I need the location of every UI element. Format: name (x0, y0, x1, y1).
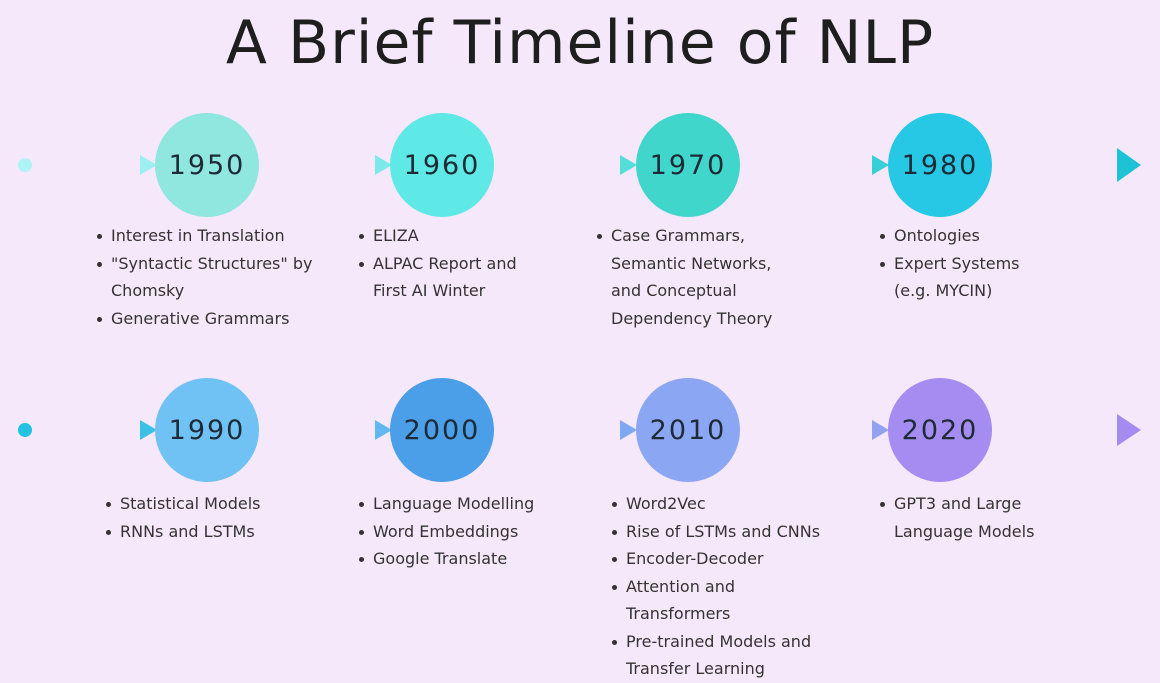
list-item: "Syntactic Structures" by Chomsky (95, 250, 316, 305)
decade-circle-2000: 2000 (390, 378, 494, 482)
list-item: RNNs and LSTMs (104, 518, 314, 546)
decade-list-1950: Interest in Translation "Syntactic Struc… (95, 222, 330, 332)
decade-circle-2010: 2010 (636, 378, 740, 482)
decade-list-1960: ELIZA ALPAC Report and First AI Winter (357, 222, 557, 305)
decade-list-2010: Word2Vec Rise of LSTMs and CNNs Encoder-… (610, 490, 855, 683)
decade-list-2000: Language Modelling Word Embeddings Googl… (357, 490, 577, 573)
arrow-icon (375, 420, 392, 440)
list-item: GPT3 and Large Language Models (878, 490, 1064, 545)
arrow-end-icon (1117, 148, 1141, 182)
decade-list-1970: Case Grammars, Semantic Networks, and Co… (595, 222, 800, 332)
decade-list-1980: Ontologies Expert Systems (e.g. MYCIN) (878, 222, 1078, 305)
arrow-icon (140, 155, 157, 175)
timeline-start-dot-row2 (18, 423, 32, 437)
arrow-icon (620, 420, 637, 440)
arrow-end-icon (1117, 414, 1141, 446)
list-item: ALPAC Report and First AI Winter (357, 250, 548, 305)
list-item: ELIZA (357, 222, 557, 250)
arrow-icon (872, 155, 889, 175)
decade-circle-1950: 1950 (155, 113, 259, 217)
list-item: Expert Systems (e.g. MYCIN) (878, 250, 1054, 305)
arrow-icon (872, 420, 889, 440)
list-item: Word2Vec (610, 490, 855, 518)
arrow-icon (620, 155, 637, 175)
list-item: Statistical Models (104, 490, 314, 518)
list-item: Language Modelling (357, 490, 577, 518)
decade-circle-1990: 1990 (155, 378, 259, 482)
decade-circle-1980: 1980 (888, 113, 992, 217)
decade-circle-1970: 1970 (636, 113, 740, 217)
arrow-icon (375, 155, 392, 175)
list-item: Google Translate (357, 545, 577, 573)
decade-circle-1960: 1960 (390, 113, 494, 217)
page-title: A Brief Timeline of NLP (225, 8, 935, 78)
decade-list-2020: GPT3 and Large Language Models (878, 490, 1078, 545)
list-item: Case Grammars, Semantic Networks, and Co… (595, 222, 801, 332)
list-item: Encoder-Decoder (610, 545, 855, 573)
list-item: Ontologies (878, 222, 1078, 250)
list-item: Attention and Transformers (610, 573, 786, 628)
list-item: Interest in Translation (95, 222, 330, 250)
timeline-start-dot-row1 (18, 158, 32, 172)
list-item: Pre-trained Models and Transfer Learning (610, 628, 856, 683)
decade-circle-2020: 2020 (888, 378, 992, 482)
decade-list-1990: Statistical Models RNNs and LSTMs (104, 490, 314, 545)
list-item: Rise of LSTMs and CNNs (610, 518, 855, 546)
list-item: Generative Grammars (95, 305, 330, 333)
list-item: Word Embeddings (357, 518, 577, 546)
arrow-icon (140, 420, 157, 440)
